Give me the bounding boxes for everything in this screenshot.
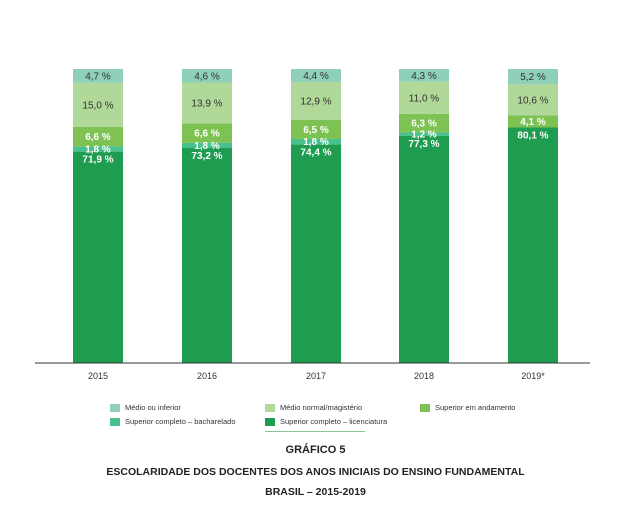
bar-2015-medio-ou-inferior — [73, 69, 123, 83]
bar-2016-medio-ou-inferior — [182, 69, 232, 83]
bar-2019-medio-normal-magisterio — [508, 84, 558, 116]
legend-item-medio-ou-inferior: Médio ou inferior — [110, 403, 181, 412]
caption-divider — [265, 431, 365, 432]
bar-2019-superior-em-andamento — [508, 115, 558, 128]
bar-2019-superior-completo-licenciatura — [508, 127, 558, 363]
bar-2015-superior-completo-bacharelado — [73, 146, 123, 152]
bar-2015-superior-em-andamento — [73, 126, 123, 147]
data-label-2015-medio-ou-inferior: 4,7 % — [85, 71, 111, 82]
data-label-2019-superior-em-andamento: 4,1 % — [520, 117, 546, 128]
legend-swatch — [420, 403, 430, 412]
data-label-2018-medio-normal-magisterio: 11,0 % — [409, 93, 439, 104]
data-label-2015-superior-completo-licenciatura: 71,9 % — [82, 155, 113, 166]
legend-swatch — [265, 403, 275, 412]
legend-item-medio-normal-magisterio: Médio normal/magistério — [265, 403, 362, 412]
legend-swatch — [265, 417, 275, 426]
data-label-2019-superior-completo-licenciatura: 80,1 % — [517, 131, 548, 142]
bar-2017-medio-ou-inferior — [291, 69, 341, 82]
x-tick-label-2017: 2017 — [306, 371, 326, 381]
data-label-2017-medio-normal-magisterio: 12,9 % — [300, 96, 331, 107]
legend-swatch — [110, 403, 120, 412]
chart-title: ESCOLARIDADE DOS DOCENTES DOS ANOS INICI… — [106, 466, 525, 478]
data-label-2018-superior-completo-bacharelado: 1,2 % — [411, 130, 437, 141]
legend-label: Superior em andamento — [435, 403, 516, 412]
data-label-2018-superior-completo-licenciatura: 77,3 % — [408, 139, 439, 150]
data-label-2019-medio-normal-magisterio: 10,6 % — [517, 95, 548, 106]
bar-2017-superior-em-andamento — [291, 119, 341, 139]
bar-2016-superior-em-andamento — [182, 123, 232, 143]
bar-2016-medio-normal-magisterio — [182, 82, 232, 124]
legend-swatch — [110, 417, 120, 426]
legend-label: Médio normal/magistério — [280, 403, 363, 412]
bar-2018-superior-completo-licenciatura — [399, 135, 449, 363]
bar-2018-medio-ou-inferior — [399, 69, 449, 82]
bar-2015-medio-normal-magisterio — [73, 82, 123, 127]
data-label-2016-superior-completo-licenciatura: 73,2 % — [191, 151, 222, 162]
bar-2018-superior-em-andamento — [399, 113, 449, 133]
legend-label: Superior completo – bacharelado — [125, 417, 236, 426]
data-label-2017-superior-em-andamento: 6,5 % — [303, 125, 329, 136]
legend-label: Médio ou inferior — [125, 403, 181, 412]
data-label-2016-superior-completo-bacharelado: 1,8 % — [194, 141, 220, 152]
bar-2018-superior-completo-bacharelado — [399, 132, 449, 136]
data-label-2019-medio-ou-inferior: 5,2 % — [520, 72, 546, 83]
data-label-2016-medio-ou-inferior: 4,6 % — [194, 71, 220, 82]
x-tick-labels: 2015 2016 2017 2018 2019* — [88, 371, 545, 381]
bar-2017-superior-completo-licenciatura — [291, 144, 341, 363]
stacked-bar-chart: 71,9 %1,8 %6,6 %15,0 %4,7 %73,2 %1,8 %6,… — [35, 69, 590, 381]
bars-layer: 71,9 %1,8 %6,6 %15,0 %4,7 %73,2 %1,8 %6,… — [73, 69, 558, 363]
data-label-2018-superior-em-andamento: 6,3 % — [411, 119, 437, 130]
legend-label: Superior completo – licenciatura — [280, 417, 388, 426]
chart-number: GRÁFICO 5 — [285, 444, 346, 456]
x-tick-label-2016: 2016 — [197, 371, 217, 381]
legend-item-superior-completo-bacharelado: Superior completo – bacharelado — [110, 417, 236, 426]
bar-2016-superior-completo-licenciatura — [182, 148, 232, 363]
data-label-2015-medio-normal-magisterio: 15,0 % — [82, 100, 113, 111]
data-label-2017-superior-completo-licenciatura: 74,4 % — [300, 147, 331, 158]
bar-2019-medio-ou-inferior — [508, 69, 558, 85]
bar-2017-medio-normal-magisterio — [291, 81, 341, 120]
data-label-2016-superior-em-andamento: 6,6 % — [194, 129, 220, 140]
bar-2017-superior-completo-bacharelado — [291, 138, 341, 145]
x-tick-label-2018: 2018 — [414, 371, 434, 381]
data-label-2015-superior-completo-bacharelado: 1,8 % — [85, 144, 111, 155]
x-tick-label-2015: 2015 — [88, 371, 108, 381]
bar-2018-medio-normal-magisterio — [399, 81, 449, 114]
legend-item-superior-em-andamento: Superior em andamento — [420, 403, 515, 412]
bar-2015-superior-completo-licenciatura — [73, 151, 123, 363]
legend-item-superior-completo-licenciatura: Superior completo – licenciatura — [265, 417, 387, 426]
data-label-2015-superior-em-andamento: 6,6 % — [85, 132, 111, 143]
data-label-2016-medio-normal-magisterio: 13,9 % — [191, 98, 222, 109]
data-label-2018-medio-ou-inferior: 4,3 % — [411, 71, 437, 82]
chart-subtitle: BRASIL – 2015-2019 — [265, 486, 366, 498]
data-label-2017-medio-ou-inferior: 4,4 % — [303, 71, 329, 82]
data-label-2017-superior-completo-bacharelado: 1,8 % — [303, 137, 329, 148]
x-tick-label-2019: 2019* — [521, 371, 545, 381]
bar-2016-superior-completo-bacharelado — [182, 142, 232, 149]
